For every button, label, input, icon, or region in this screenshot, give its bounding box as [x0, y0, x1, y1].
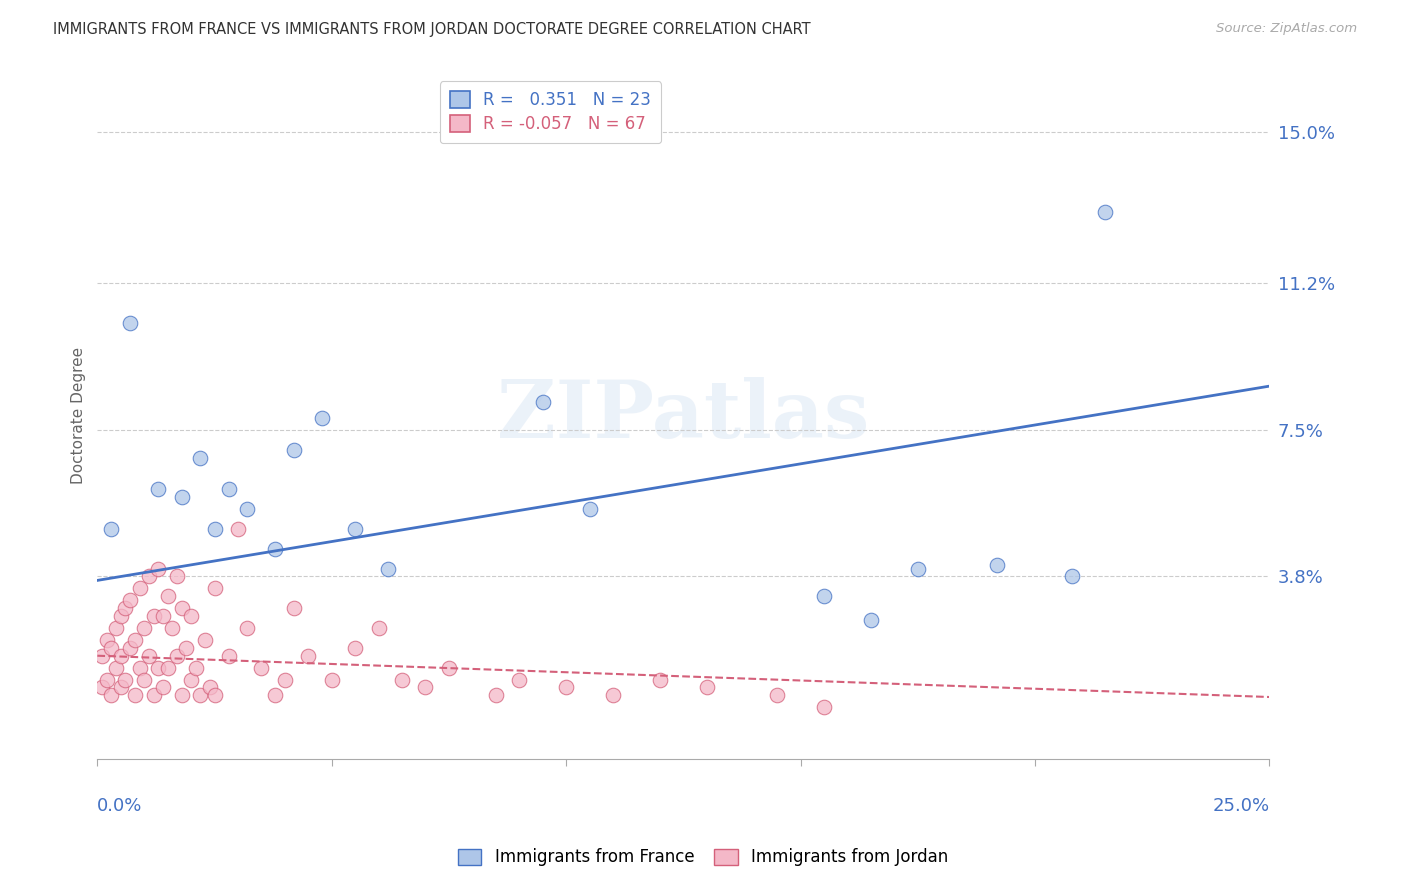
Point — [96, 632, 118, 647]
Point — [531, 395, 554, 409]
Point — [124, 689, 146, 703]
Point — [120, 640, 142, 655]
Point — [437, 660, 460, 674]
Point — [391, 673, 413, 687]
Point — [986, 558, 1008, 572]
Point — [166, 569, 188, 583]
Point — [170, 490, 193, 504]
Point — [128, 582, 150, 596]
Point — [91, 681, 114, 695]
Point — [218, 482, 240, 496]
Point — [236, 621, 259, 635]
Y-axis label: Doctorate Degree: Doctorate Degree — [72, 347, 86, 484]
Legend: Immigrants from France, Immigrants from Jordan: Immigrants from France, Immigrants from … — [451, 842, 955, 873]
Point — [110, 681, 132, 695]
Point — [110, 609, 132, 624]
Point — [120, 316, 142, 330]
Point — [367, 621, 389, 635]
Point — [148, 482, 170, 496]
Point — [100, 522, 122, 536]
Text: ZIPatlas: ZIPatlas — [498, 377, 869, 455]
Point — [128, 660, 150, 674]
Point — [190, 689, 212, 703]
Point — [170, 689, 193, 703]
Point — [264, 689, 287, 703]
Point — [578, 502, 600, 516]
Point — [508, 673, 530, 687]
Point — [152, 681, 174, 695]
Point — [166, 648, 188, 663]
Point — [100, 640, 122, 655]
Point — [264, 541, 287, 556]
Point — [766, 689, 789, 703]
Point — [1062, 569, 1084, 583]
Point — [134, 673, 156, 687]
Text: 0.0%: 0.0% — [97, 797, 143, 814]
Point — [180, 673, 202, 687]
Legend: R =   0.351   N = 23, R = -0.057   N = 67: R = 0.351 N = 23, R = -0.057 N = 67 — [440, 81, 661, 144]
Point — [236, 502, 259, 516]
Point — [859, 613, 882, 627]
Point — [190, 450, 212, 465]
Point — [170, 601, 193, 615]
Point — [415, 681, 437, 695]
Point — [114, 601, 136, 615]
Point — [813, 589, 835, 603]
Point — [321, 673, 343, 687]
Text: Source: ZipAtlas.com: Source: ZipAtlas.com — [1216, 22, 1357, 36]
Point — [1094, 204, 1116, 219]
Point — [283, 601, 305, 615]
Point — [204, 689, 226, 703]
Point — [311, 410, 333, 425]
Point — [114, 673, 136, 687]
Point — [120, 593, 142, 607]
Point — [907, 561, 929, 575]
Point — [176, 640, 198, 655]
Point — [184, 660, 207, 674]
Point — [218, 648, 240, 663]
Point — [138, 648, 160, 663]
Point — [648, 673, 671, 687]
Point — [344, 640, 367, 655]
Point — [377, 561, 399, 575]
Point — [250, 660, 273, 674]
Point — [226, 522, 249, 536]
Point — [485, 689, 508, 703]
Point — [148, 660, 170, 674]
Point — [344, 522, 367, 536]
Point — [100, 689, 122, 703]
Point — [96, 673, 118, 687]
Point — [142, 609, 165, 624]
Point — [152, 609, 174, 624]
Point — [204, 582, 226, 596]
Point — [162, 621, 184, 635]
Point — [156, 589, 179, 603]
Point — [602, 689, 624, 703]
Point — [110, 648, 132, 663]
Point — [204, 522, 226, 536]
Point — [142, 689, 165, 703]
Point — [555, 681, 578, 695]
Point — [180, 609, 202, 624]
Point — [198, 681, 221, 695]
Point — [134, 621, 156, 635]
Point — [297, 648, 319, 663]
Text: IMMIGRANTS FROM FRANCE VS IMMIGRANTS FROM JORDAN DOCTORATE DEGREE CORRELATION CH: IMMIGRANTS FROM FRANCE VS IMMIGRANTS FRO… — [53, 22, 811, 37]
Point — [148, 561, 170, 575]
Point — [283, 442, 305, 457]
Point — [156, 660, 179, 674]
Point — [138, 569, 160, 583]
Text: 25.0%: 25.0% — [1212, 797, 1270, 814]
Point — [696, 681, 718, 695]
Point — [194, 632, 217, 647]
Point — [105, 621, 128, 635]
Point — [91, 648, 114, 663]
Point — [274, 673, 297, 687]
Point — [813, 700, 835, 714]
Point — [124, 632, 146, 647]
Point — [105, 660, 128, 674]
